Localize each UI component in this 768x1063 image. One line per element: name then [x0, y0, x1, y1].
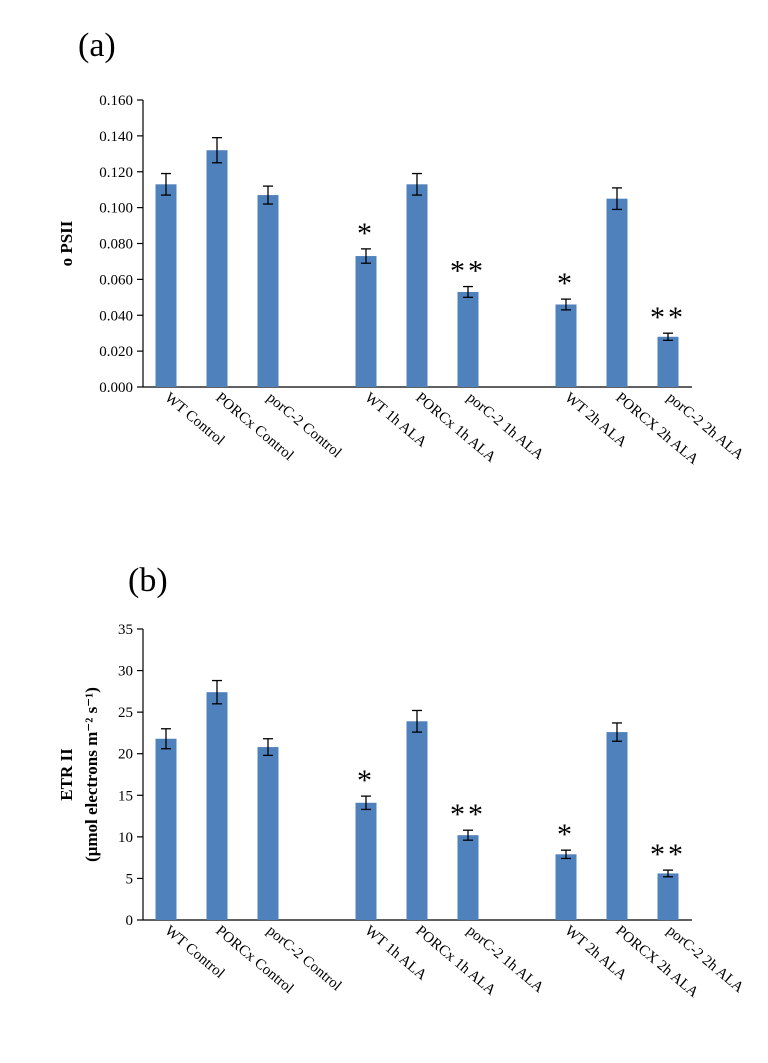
- bar: [155, 738, 177, 920]
- y-tick-label: 0.000: [99, 380, 133, 396]
- y-tick-label: 0.080: [99, 237, 133, 253]
- significance-marker: **: [450, 798, 486, 831]
- y-tick-label: 0.100: [99, 201, 133, 217]
- panel-label: (a): [78, 27, 116, 64]
- chart-panel-b: (b) ETR II (μmol electrons m⁻² s⁻¹) 0 5 10 15 2…: [57, 562, 747, 1001]
- y-axis-label: ο PSII: [57, 220, 76, 266]
- y-tick-label: 0.140: [99, 129, 133, 145]
- bar: [555, 304, 577, 387]
- y-axis-label: ETR II: [57, 748, 76, 801]
- y-tick-label: 25: [118, 705, 133, 721]
- bar: [606, 198, 628, 387]
- significance-marker: *: [557, 818, 575, 851]
- y-tick-label: 10: [118, 830, 133, 846]
- y-tick-label: 0: [126, 913, 134, 929]
- bar: [257, 747, 279, 920]
- significance-marker: **: [650, 838, 686, 871]
- bar: [555, 854, 577, 920]
- chart-panel-a: (a) ο PSII 0.000 0.020 0.040 0.060 0.080 0.100 0…: [57, 27, 747, 468]
- y-axis-label-units: (μmol electrons m⁻² s⁻¹): [82, 687, 101, 862]
- bar: [206, 150, 228, 387]
- bar: [206, 692, 228, 920]
- significance-marker: *: [357, 764, 375, 797]
- significance-marker: **: [650, 301, 686, 334]
- bar: [406, 721, 428, 920]
- bar: [457, 291, 479, 387]
- bar: [657, 873, 679, 920]
- y-tick-label: 30: [118, 664, 133, 680]
- y-tick-label: 0.120: [99, 165, 133, 181]
- bar: [257, 195, 279, 387]
- bar: [155, 184, 177, 387]
- y-tick-label: 35: [118, 622, 133, 638]
- bar: [355, 802, 377, 920]
- bar: [606, 732, 628, 920]
- bar: [406, 184, 428, 387]
- significance-marker: *: [557, 267, 575, 300]
- y-tick-label: 0.020: [99, 344, 133, 360]
- bar: [457, 835, 479, 920]
- y-tick-label: 0.060: [99, 272, 133, 288]
- y-tick-label: 0.040: [99, 308, 133, 324]
- y-tick-label: 15: [118, 788, 133, 804]
- y-tick-label: 20: [118, 747, 133, 763]
- bar: [355, 256, 377, 387]
- significance-marker: *: [357, 217, 375, 250]
- y-tick-label: 0.160: [99, 93, 133, 109]
- bar: [657, 336, 679, 387]
- y-tick-label: 5: [126, 871, 134, 887]
- significance-marker: **: [450, 255, 486, 288]
- panel-label: (b): [128, 562, 168, 599]
